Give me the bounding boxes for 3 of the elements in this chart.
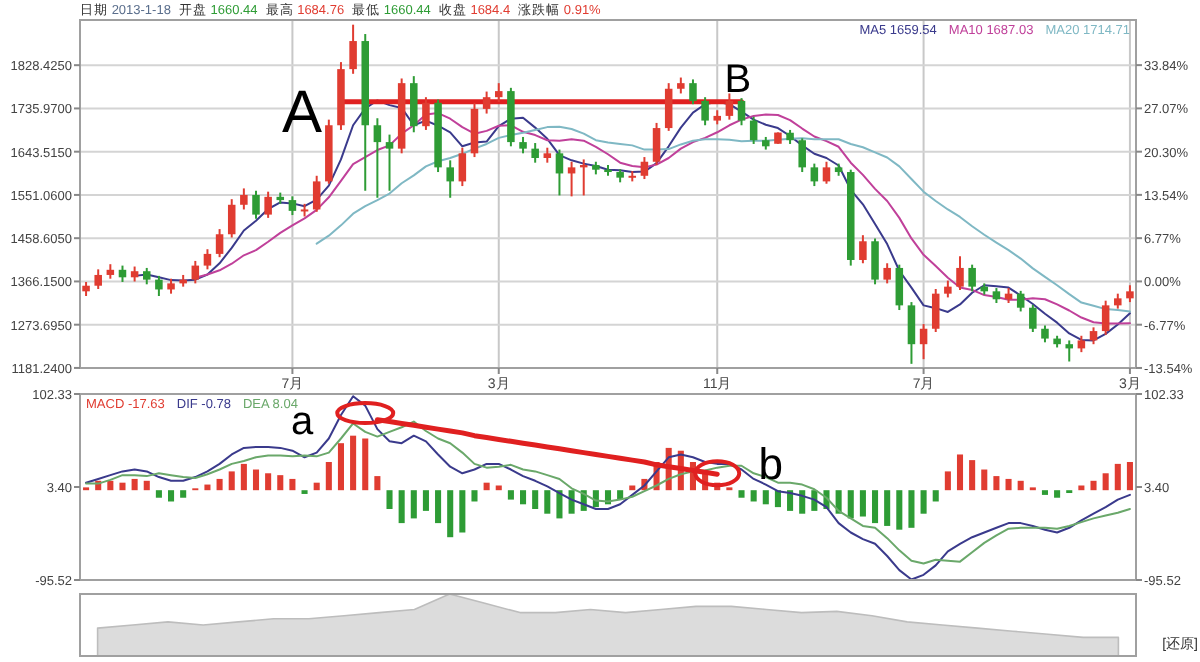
annotation: b (758, 438, 783, 489)
annotation: B (724, 57, 752, 102)
annotation: A (282, 79, 323, 146)
